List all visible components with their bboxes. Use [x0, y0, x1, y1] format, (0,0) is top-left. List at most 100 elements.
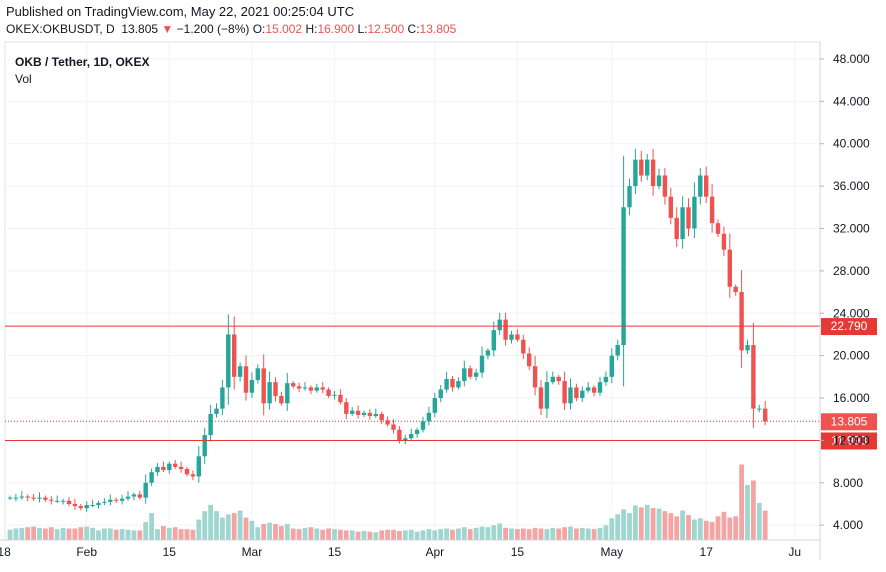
candle-body — [273, 382, 278, 396]
volume-bar — [214, 511, 219, 540]
candle-body — [450, 378, 455, 388]
y-tick-label: 28.000 — [833, 264, 870, 278]
last-price-box — [821, 413, 877, 431]
volume-bar — [609, 518, 615, 540]
low-label: L: — [357, 22, 368, 36]
candle-body — [226, 334, 231, 388]
x-tick-label: 18 — [0, 545, 11, 559]
candle-body — [78, 506, 83, 509]
volume-bar — [220, 517, 225, 540]
volume-bar — [178, 529, 184, 540]
candle-body — [173, 463, 178, 467]
candle-body — [656, 175, 662, 187]
volume-bar — [408, 529, 414, 540]
candle-body — [509, 334, 514, 340]
candle-body — [285, 383, 290, 404]
candle-body — [680, 207, 685, 240]
candle-body — [403, 438, 408, 441]
candle-body — [178, 466, 184, 470]
volume-bar — [739, 464, 744, 540]
volume-bar — [461, 527, 467, 540]
candle-body — [60, 500, 66, 502]
volume-bar — [627, 513, 632, 540]
volume-bar — [131, 530, 137, 540]
candle-body — [338, 394, 343, 403]
candle-body — [473, 372, 479, 377]
candle-body — [379, 413, 384, 421]
candle-body — [350, 410, 355, 414]
candle-body — [90, 505, 95, 507]
volume-bar — [762, 510, 768, 540]
candle-body — [49, 499, 54, 501]
candle-body — [444, 378, 449, 390]
volume-bar — [102, 528, 107, 540]
candle-body — [456, 381, 461, 388]
candle-body — [355, 410, 361, 415]
volume-bar — [402, 530, 408, 540]
last-price-label: 13.805 — [831, 414, 868, 428]
volume-bar — [113, 529, 119, 540]
volume-bar — [503, 527, 508, 540]
open-label: O: — [252, 22, 266, 36]
candle-body — [302, 387, 308, 389]
y-tick-label: 12.000 — [833, 433, 870, 447]
candle-body — [119, 498, 125, 501]
candle-body — [332, 394, 337, 396]
volume-bar — [19, 527, 25, 540]
level-label-box — [821, 318, 877, 336]
volume-bar — [397, 531, 402, 540]
candle-body — [603, 376, 609, 383]
volume-bar — [456, 528, 461, 540]
candle-body — [184, 469, 190, 475]
candle-body — [751, 345, 756, 409]
candle-body — [645, 159, 650, 176]
candle-body — [409, 434, 414, 439]
candle-body — [639, 159, 644, 176]
volume-bar — [520, 528, 526, 540]
volume-bar — [172, 527, 178, 540]
volume-bar — [656, 508, 662, 540]
last-price: 13.805 — [121, 22, 159, 36]
candle-body — [485, 350, 491, 356]
volume-bar — [31, 526, 36, 540]
volume-bar — [13, 528, 19, 540]
level-label: 22.790 — [831, 319, 868, 333]
high-label: H: — [305, 22, 318, 36]
volume-bar — [550, 527, 556, 540]
candle-body — [220, 387, 225, 409]
y-tick-label: 16.000 — [833, 391, 870, 405]
volume-bar — [444, 528, 449, 540]
candle-body — [296, 386, 302, 389]
volume-bar — [385, 529, 390, 540]
volume-bar — [662, 511, 668, 540]
candle-body — [503, 319, 508, 340]
volume-bar — [473, 527, 479, 540]
candle-body — [568, 387, 573, 404]
candle-body — [550, 376, 555, 383]
close-value: 13.805 — [419, 22, 457, 36]
volume-bar — [532, 527, 538, 540]
candle-body — [739, 292, 744, 351]
candle-body — [267, 382, 272, 404]
x-tick-label: 15 — [163, 545, 177, 559]
low-value: 12.500 — [367, 22, 405, 36]
candle-body — [373, 413, 378, 417]
candle-body — [391, 424, 396, 430]
candle-body — [627, 186, 632, 208]
volume-bar — [756, 502, 762, 540]
volume-bar — [290, 528, 296, 540]
volume-bar — [727, 517, 733, 540]
volume-bar — [296, 529, 302, 540]
volume-bar — [668, 513, 674, 540]
x-tick-label: 17 — [700, 545, 714, 559]
candle-body — [580, 390, 585, 399]
legend-vol: Vol — [15, 72, 32, 86]
volume-bar — [255, 527, 261, 540]
candle-body — [72, 503, 78, 507]
candle-body — [125, 496, 131, 499]
candle-body — [167, 463, 172, 471]
symbol-quote-line: OKEX:OKBUSDT, D 13.805 ▼ −1.200 (−8%) O:… — [6, 22, 456, 36]
symbol-label: OKEX:OKBUSDT, D — [6, 22, 115, 36]
candle-body — [662, 175, 668, 197]
